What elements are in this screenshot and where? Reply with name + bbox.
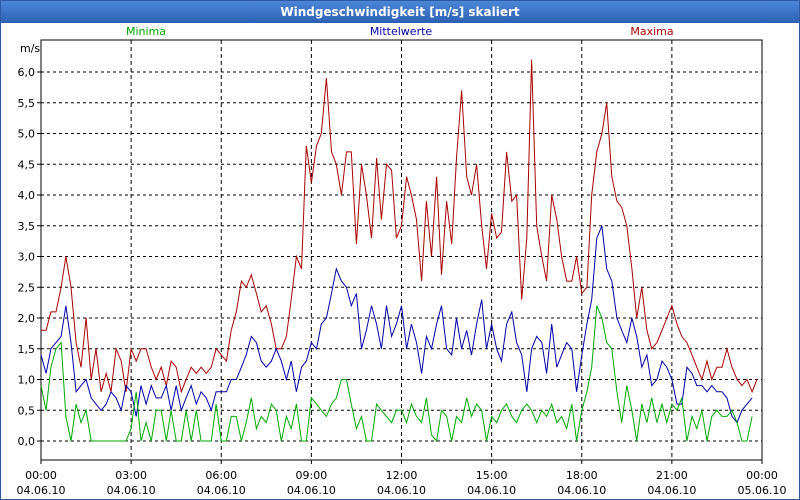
legend-maxima: Maxima bbox=[630, 25, 673, 38]
legend-mittelwerte: Mittelwerte bbox=[370, 25, 433, 38]
y-tick-label: 3,0 bbox=[18, 251, 36, 264]
x-tick-date: 04.06.10 bbox=[467, 484, 516, 497]
window-title: Windgeschwindigkeit [m/s] skaliert bbox=[1, 1, 799, 23]
x-tick-date: 04.06.10 bbox=[377, 484, 426, 497]
series-line-minima bbox=[40, 305, 753, 443]
y-tick-label: 6,0 bbox=[18, 66, 36, 79]
x-tick-time: 15:00 bbox=[476, 469, 508, 482]
x-tick-date: 05.06.10 bbox=[738, 484, 787, 497]
x-tick-time: 12:00 bbox=[386, 469, 418, 482]
x-tick-date: 04.06.10 bbox=[287, 484, 336, 497]
x-tick-time: 00:00 bbox=[746, 469, 778, 482]
y-tick-label: 3,5 bbox=[18, 220, 36, 233]
x-tick-time: 00:00 bbox=[25, 469, 57, 482]
series-line-maxima bbox=[41, 59, 758, 394]
y-tick-label: 4,5 bbox=[18, 158, 36, 171]
x-tick-time: 06:00 bbox=[205, 469, 237, 482]
x-tick-time: 09:00 bbox=[296, 469, 328, 482]
y-tick-label: 5,0 bbox=[18, 128, 36, 141]
y-tick-label: 5,5 bbox=[18, 97, 36, 110]
legend-minima: Minima bbox=[126, 25, 166, 38]
y-tick-label: 0,0 bbox=[18, 435, 36, 448]
y-axis-unit: m/s bbox=[20, 42, 40, 55]
x-tick-time: 03:00 bbox=[115, 469, 147, 482]
y-tick-label: 1,0 bbox=[18, 374, 36, 387]
y-tick-label: 0,5 bbox=[18, 404, 36, 417]
y-tick-label: 2,0 bbox=[18, 312, 36, 325]
x-tick-time: 21:00 bbox=[656, 469, 688, 482]
x-tick-time: 18:00 bbox=[566, 469, 598, 482]
x-tick-date: 04.06.10 bbox=[197, 484, 246, 497]
x-tick-date: 04.06.10 bbox=[557, 484, 606, 497]
x-tick-date: 04.06.10 bbox=[107, 484, 156, 497]
x-tick-date: 04.06.10 bbox=[17, 484, 66, 497]
y-tick-label: 2,5 bbox=[18, 281, 36, 294]
x-tick-date: 04.06.10 bbox=[647, 484, 696, 497]
series-line-mittelwerte bbox=[40, 225, 753, 424]
y-tick-label: 1,5 bbox=[18, 343, 36, 356]
y-tick-label: 4,0 bbox=[18, 189, 36, 202]
